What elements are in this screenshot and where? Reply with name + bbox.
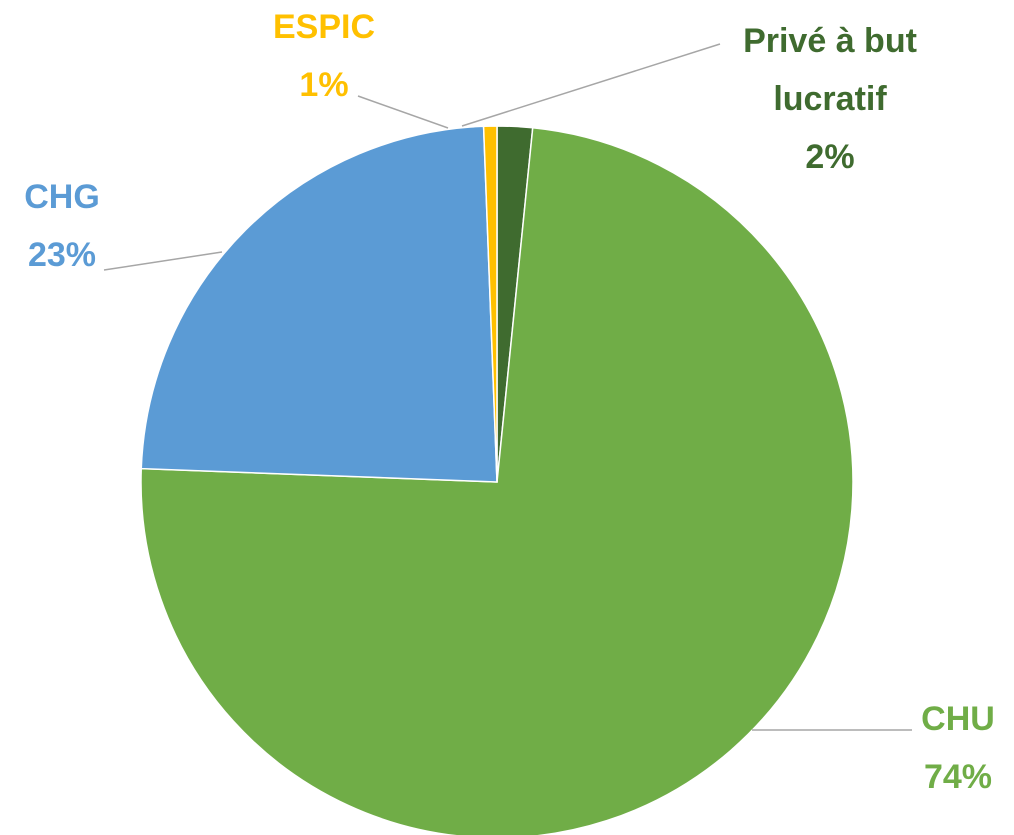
- slice-percent-label: 2%: [805, 138, 854, 176]
- leader-lines: [103, 43, 912, 731]
- slice-percent-label: 23%: [28, 236, 96, 274]
- slice-name-label: lucratif: [773, 80, 887, 118]
- slice-name-label: CHG: [24, 178, 100, 216]
- leader-line: [103, 251, 223, 271]
- slice-label: ESPIC 1%: [273, 8, 375, 104]
- slice-labels: Privé à but lucratif 2% CHU 74% CHG 23% ESPIC 1%: [24, 8, 995, 796]
- pie-slice-espic: [482, 125, 498, 483]
- slice-percent-label: 74%: [924, 758, 992, 796]
- slice-label: CHU 74%: [921, 700, 995, 796]
- pie-slices: [140, 125, 854, 835]
- slice-name-label: Privé à but: [743, 22, 917, 60]
- leader-line: [357, 95, 449, 129]
- slice-name-label: ESPIC: [273, 8, 375, 46]
- pie-slice-chg: [140, 125, 498, 483]
- leader-line: [461, 43, 721, 127]
- slice-percent-label: 1%: [299, 66, 348, 104]
- slice-label: CHG 23%: [24, 178, 100, 274]
- slice-label: Privé à but lucratif 2%: [743, 22, 917, 176]
- slice-name-label: CHU: [921, 700, 995, 738]
- pie-slice-chu: [140, 126, 854, 835]
